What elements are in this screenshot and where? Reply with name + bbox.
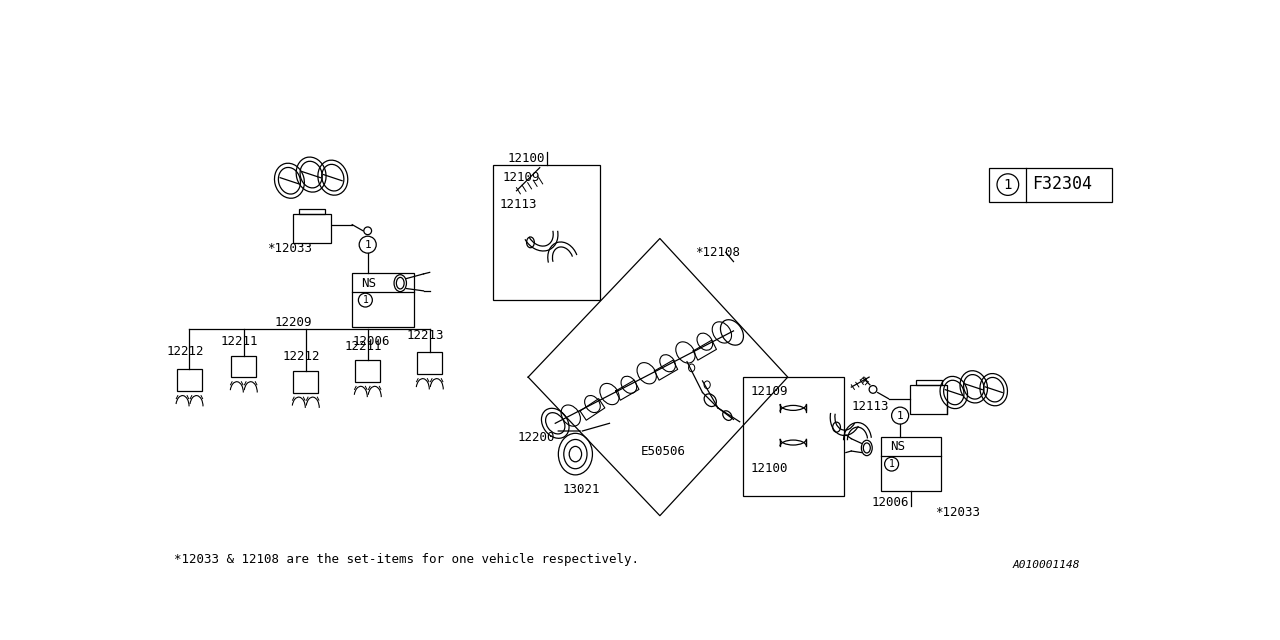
Text: 12200: 12200 xyxy=(517,431,556,444)
Text: NS: NS xyxy=(890,440,905,453)
Text: 12212: 12212 xyxy=(283,350,320,363)
Bar xyxy=(352,273,415,327)
Bar xyxy=(232,356,256,377)
Text: 12109: 12109 xyxy=(503,171,540,184)
Text: 12212: 12212 xyxy=(166,345,204,358)
Bar xyxy=(293,214,330,243)
Text: *12108: *12108 xyxy=(695,246,740,259)
Text: E50506: E50506 xyxy=(640,445,686,458)
Text: 12006: 12006 xyxy=(352,335,389,348)
Text: 12209: 12209 xyxy=(275,316,312,328)
Text: 13021: 13021 xyxy=(563,483,600,497)
Text: *12033: *12033 xyxy=(934,506,980,520)
Text: *12033 & 12108 are the set-items for one vehicle respectively.: *12033 & 12108 are the set-items for one… xyxy=(174,553,639,566)
Bar xyxy=(915,380,942,385)
Text: 12006: 12006 xyxy=(872,497,909,509)
Text: 12113: 12113 xyxy=(499,198,536,211)
Bar xyxy=(881,437,941,491)
Text: 12100: 12100 xyxy=(507,152,545,165)
Text: *12033: *12033 xyxy=(268,243,312,255)
Text: 1: 1 xyxy=(1004,177,1012,191)
Text: 1: 1 xyxy=(362,295,369,305)
Bar xyxy=(493,165,600,300)
Bar xyxy=(742,377,844,497)
Text: 12113: 12113 xyxy=(851,400,888,413)
Bar xyxy=(989,168,1112,202)
Bar xyxy=(417,353,442,374)
Text: 12211: 12211 xyxy=(344,340,381,353)
Bar xyxy=(910,385,947,414)
Text: NS: NS xyxy=(361,277,376,290)
Bar xyxy=(300,209,325,214)
Text: 1: 1 xyxy=(888,459,895,469)
Text: F32304: F32304 xyxy=(1032,175,1092,193)
Text: A010001148: A010001148 xyxy=(1012,561,1080,570)
Text: 12213: 12213 xyxy=(407,330,444,342)
Text: 1: 1 xyxy=(897,411,904,420)
Text: 1: 1 xyxy=(365,239,371,250)
Bar xyxy=(293,371,319,392)
Bar xyxy=(177,369,202,391)
Text: 12100: 12100 xyxy=(750,462,788,475)
Text: 12211: 12211 xyxy=(220,335,259,348)
Bar xyxy=(356,360,380,381)
Text: 12109: 12109 xyxy=(750,385,788,398)
